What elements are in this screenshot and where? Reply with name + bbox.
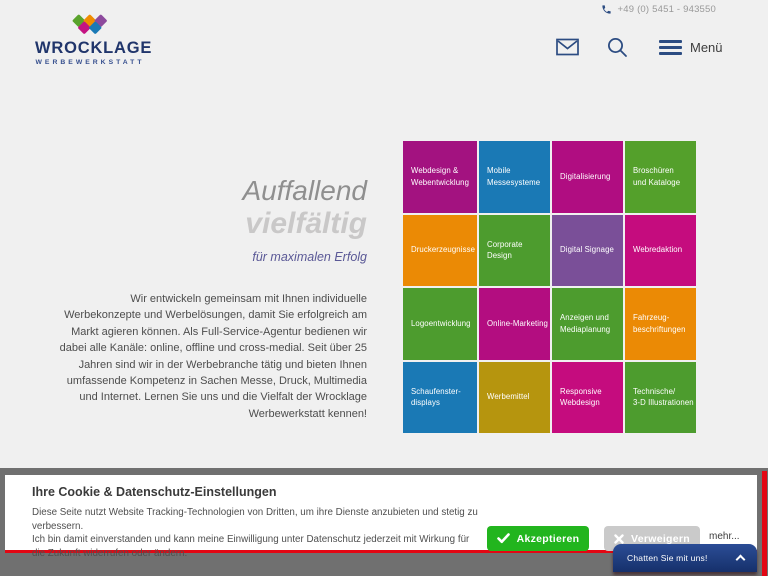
service-tile-digital-signage[interactable]: Digital Signage <box>552 214 623 286</box>
cookie-text-line2: Ich bin damit einverstanden und kann mei… <box>32 534 470 559</box>
chat-label: Chatten Sie mit uns! <box>627 553 708 563</box>
service-tile-label: Responsive Webdesign <box>560 386 602 408</box>
service-tile-label: Webdesign & Webentwicklung <box>411 166 470 187</box>
cookie-title: Ihre Cookie & Datenschutz-Einstellungen <box>32 485 277 499</box>
deny-button-label: Verweigern <box>630 532 691 545</box>
logo-subtitle: WERBEWERKSTATT <box>35 59 145 67</box>
service-tile-label: Anzeigen und Mediaplanung <box>560 313 611 334</box>
service-tile-schaufensterdisplays[interactable]: Schaufenster- displays <box>403 361 478 433</box>
service-tile-label: Technische/ 3-D Illustrationen <box>633 386 694 408</box>
service-tile-webdesign[interactable]: Webdesign & Webentwicklung <box>403 141 478 213</box>
service-tile-responsive-webdesign[interactable]: Responsive Webdesign <box>552 361 623 433</box>
cookie-more-link[interactable]: mehr... <box>709 531 740 542</box>
service-tile-digitalisierung[interactable]: Digitalisierung <box>552 141 623 213</box>
check-icon <box>496 533 510 544</box>
service-tile-messesysteme[interactable]: Mobile Messesysteme <box>479 141 550 213</box>
service-tile-druckerzeugnisse[interactable]: Druckerzeugnisse <box>403 214 478 286</box>
service-tile-label: Corporate Design <box>487 239 523 261</box>
service-tile-label: Fahrzeug- beschriftungen <box>633 313 686 334</box>
service-tile-label: Broschüren und Kataloge <box>633 166 681 187</box>
red-accent-strip <box>762 471 767 576</box>
services-grid: Webdesign & Webentwicklung Mobile Messes… <box>403 141 696 433</box>
hero-heading: Auffallend vielfältig für maximalen Erfo… <box>242 175 367 265</box>
search-button[interactable] <box>607 37 628 63</box>
service-tile-online-marketing[interactable]: Online-Marketing <box>479 288 550 360</box>
logo-title: WROCKLAGE <box>35 39 153 57</box>
intro-paragraph: Wir entwickeln gemeinsam mit Ihnen indiv… <box>59 293 367 420</box>
hamburger-icon <box>659 40 682 55</box>
cookie-overlay: Ihre Cookie & Datenschutz-Einstellungen … <box>0 468 768 576</box>
service-tile-label: Mobile Messesysteme <box>487 166 541 187</box>
phone-icon <box>601 5 611 14</box>
service-tile-corporate-design[interactable]: Corporate Design <box>479 214 550 286</box>
phone-number: +49 (0) 5451 - 943550 <box>617 4 716 15</box>
phone-link[interactable]: +49 (0) 5451 - 943550 <box>601 4 716 15</box>
close-icon <box>614 533 624 544</box>
service-tile-broschueren[interactable]: Broschüren und Kataloge <box>625 141 696 213</box>
hero-heading-line2: vielfältig <box>245 206 367 240</box>
mail-button[interactable] <box>556 38 579 61</box>
service-tile-werbemittel[interactable]: Werbemittel <box>479 361 550 433</box>
service-tile-label: Digitalisierung <box>560 171 611 181</box>
hero-heading-line3: für maximalen Erfolg <box>252 250 367 265</box>
accept-cookies-button[interactable]: Akzeptieren <box>487 526 589 551</box>
service-tile-3d-illustrationen[interactable]: Technische/ 3-D Illustrationen <box>625 361 696 433</box>
service-tile-label: Logoentwicklung <box>411 318 471 328</box>
menu-button[interactable]: Menü <box>659 40 723 55</box>
service-tile-webredaktion[interactable]: Webredaktion <box>625 214 696 286</box>
service-tile-label: Webredaktion <box>633 245 683 255</box>
service-tile-anzeigen[interactable]: Anzeigen und Mediaplanung <box>552 288 623 360</box>
accept-button-label: Akzeptieren <box>516 532 580 545</box>
service-tile-logoentwicklung[interactable]: Logoentwicklung <box>403 288 478 360</box>
hero-heading-line1: Auffallend <box>242 175 367 206</box>
menu-label: Menü <box>690 40 723 55</box>
cookie-text-line1: Diese Seite nutzt Website Tracking-Techn… <box>32 507 478 532</box>
search-icon <box>608 38 627 57</box>
service-tile-label: Schaufenster- displays <box>411 386 461 408</box>
service-tile-label: Druckerzeugnisse <box>411 245 476 255</box>
service-tile-label: Werbemittel <box>487 392 530 402</box>
logo-mark-icon <box>72 14 107 34</box>
cookie-text: Diese Seite nutzt Website Tracking-Techn… <box>32 506 484 560</box>
logo[interactable]: WROCKLAGE WERBEWERKSTATT <box>35 12 153 67</box>
service-tile-label: Digital Signage <box>560 245 614 255</box>
mail-icon <box>556 38 579 56</box>
service-tile-label: Online-Marketing <box>487 318 548 328</box>
chevron-up-icon <box>735 554 746 565</box>
chat-widget-button[interactable]: Chatten Sie mit uns! <box>613 544 757 572</box>
service-tile-fahrzeugbeschriftungen[interactable]: Fahrzeug- beschriftungen <box>625 288 696 360</box>
